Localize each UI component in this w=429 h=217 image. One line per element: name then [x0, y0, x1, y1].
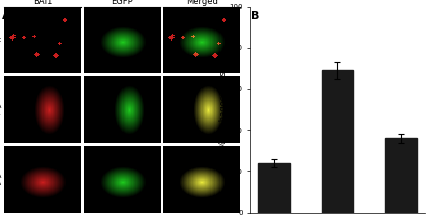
- Y-axis label: New CTV-Vec: New CTV-Vec: [0, 37, 2, 43]
- Title: BAI1: BAI1: [33, 0, 52, 6]
- Title: Merged: Merged: [186, 0, 218, 6]
- Y-axis label: New CTV-HA
-hBAI1-AAA: New CTV-HA -hBAI1-AAA: [0, 173, 2, 186]
- Title: EGFP: EGFP: [111, 0, 133, 6]
- Text: B: B: [251, 11, 260, 21]
- Y-axis label: % of phagocytosis: % of phagocytosis: [219, 71, 228, 148]
- Bar: [385, 138, 417, 213]
- Bar: [258, 163, 290, 213]
- Y-axis label: New CTV-HA
-hBAI1: New CTV-HA -hBAI1: [0, 103, 2, 116]
- Text: A: A: [2, 11, 11, 21]
- Bar: [322, 70, 353, 213]
